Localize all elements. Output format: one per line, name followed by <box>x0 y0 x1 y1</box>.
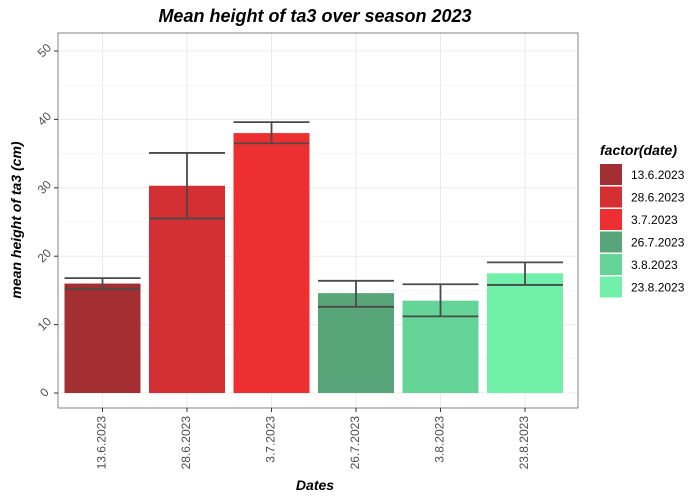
x-tick-label: 23.8.2023 <box>517 416 531 470</box>
legend-label: 13.6.2023 <box>631 168 685 182</box>
x-tick-label: 26.7.2023 <box>348 416 362 470</box>
legend-swatch <box>600 276 622 298</box>
legend: factor(date) 13.6.2023 28.6.2023 3.7.2023 2… <box>600 142 685 298</box>
x-axis-ticks: 13.6.2023 28.6.2023 3.7.2023 26.7.2023 3.8.2… <box>95 408 531 470</box>
error-bar <box>64 277 141 290</box>
legend-label: 26.7.2023 <box>631 236 685 250</box>
x-tick-label: 3.8.2023 <box>433 416 447 463</box>
error-bar <box>487 261 563 286</box>
y-tick-label: 50 <box>35 41 55 61</box>
y-tick-label: 20 <box>35 246 55 266</box>
legend-swatch <box>600 254 622 275</box>
bars <box>64 133 563 393</box>
y-axis-title: mean height of ta3 (cm) <box>8 141 24 298</box>
error-bar <box>318 279 394 308</box>
legend-swatch <box>600 209 622 230</box>
legend-label: 3.8.2023 <box>631 258 678 272</box>
x-tick-label: 3.7.2023 <box>264 416 278 463</box>
legend-swatch <box>600 164 622 185</box>
error-bar <box>402 283 479 318</box>
y-tick-label: 10 <box>35 314 55 334</box>
x-tick-label: 28.6.2023 <box>179 416 193 470</box>
bar <box>149 185 225 393</box>
y-tick-label: 30 <box>35 177 55 197</box>
legend-swatch <box>600 186 622 208</box>
error-bars <box>64 121 563 318</box>
legend-label: 3.7.2023 <box>631 213 678 227</box>
bar <box>318 293 394 393</box>
y-axis-ticks: 0 10 20 30 40 50 <box>35 41 58 400</box>
bar <box>233 133 310 393</box>
bar <box>64 283 141 393</box>
legend-label: 23.8.2023 <box>631 281 685 295</box>
x-tick-label: 13.6.2023 <box>95 416 109 470</box>
y-tick-label: 40 <box>35 109 55 129</box>
error-bar <box>149 152 225 220</box>
x-axis-title: Dates <box>296 477 334 493</box>
plot-border <box>57 32 579 409</box>
error-bar <box>233 121 310 145</box>
chart-title: Mean height of ta3 over season 2023 <box>158 6 471 26</box>
legend-title: factor(date) <box>600 142 677 158</box>
y-tick-label: 0 <box>37 385 52 400</box>
legend-swatch <box>600 231 622 253</box>
legend-label: 28.6.2023 <box>631 191 685 205</box>
bar <box>487 273 563 393</box>
